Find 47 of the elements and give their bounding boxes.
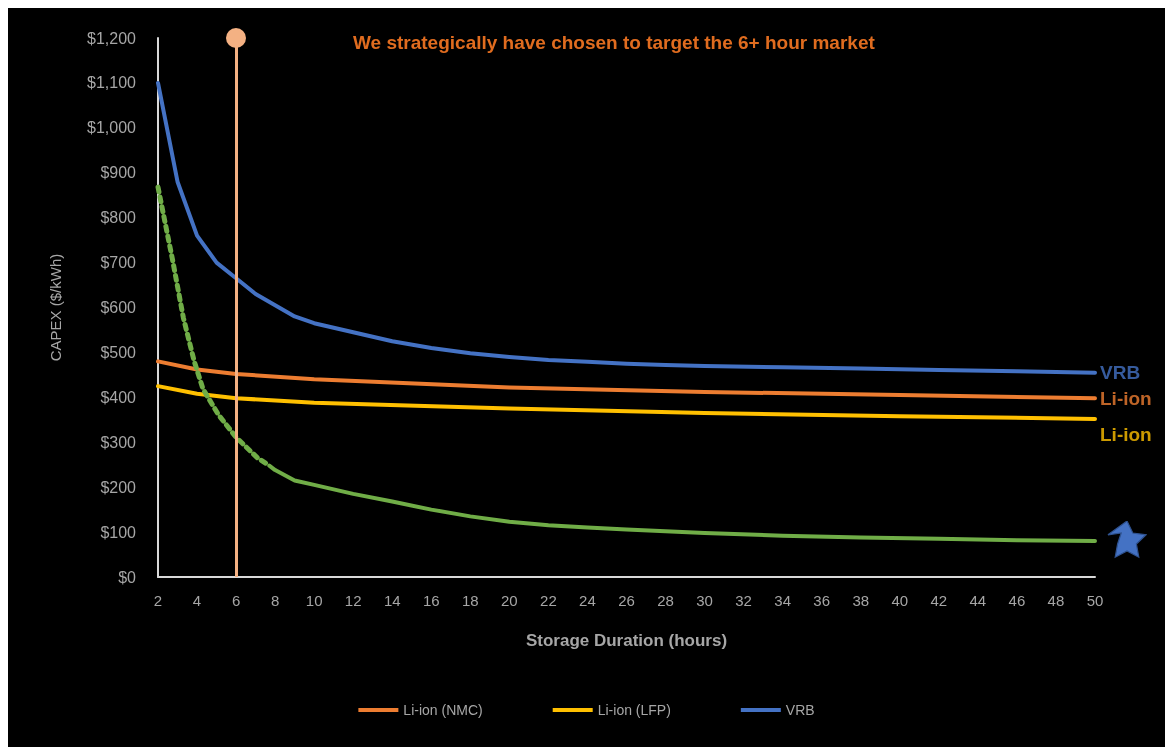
- x-tick-label: 10: [305, 592, 323, 609]
- y-tick-label: $100: [100, 523, 137, 541]
- y-tick-label: $500: [100, 343, 137, 361]
- x-tick-label: 14: [383, 592, 401, 609]
- x-tick-label: 26: [618, 592, 635, 609]
- x-tick-label: 36: [813, 592, 831, 609]
- y-tick-label: $1,100: [87, 74, 137, 92]
- y-tick-label: $300: [100, 433, 137, 451]
- x-tick-label: 2: [153, 592, 163, 609]
- y-tick-label: $700: [100, 254, 137, 272]
- x-tick-label: 40: [891, 592, 909, 609]
- y-tick-label: $0: [118, 568, 137, 586]
- y-tick-label: $800: [100, 209, 137, 227]
- y-tick-label: $1,200: [87, 29, 137, 47]
- x-tick-label: 42: [930, 592, 948, 609]
- text: Li-ion: [1100, 387, 1152, 409]
- x-tick-label: 24: [579, 592, 596, 609]
- x-tick-label: 50: [1086, 592, 1104, 609]
- y-tick-label: $900: [100, 164, 137, 182]
- x-tick-label: 46: [1008, 592, 1026, 609]
- x-tick-label: 34: [774, 592, 792, 609]
- x-tick-label: 16: [422, 592, 440, 609]
- y-tick-label: $200: [100, 478, 137, 496]
- x-tick-label: 48: [1047, 592, 1065, 609]
- legend-label: Li-ion (LFP): [597, 702, 671, 718]
- x-tick-label: 4: [192, 592, 202, 609]
- x-tick-label: 18: [461, 592, 479, 609]
- chart-title: We strategically have chosen to target the 6+ hour market: [353, 32, 876, 53]
- y-tick-label: $600: [100, 299, 137, 316]
- x-tick-label: 30: [696, 592, 713, 609]
- x-tick-label: 32: [735, 592, 752, 609]
- x-axis-title: Storage Duration (hours): [525, 631, 728, 650]
- y-tick-label: $1,000: [87, 119, 137, 137]
- x-tick-label: 38: [852, 592, 870, 609]
- legend-label: VRB: [785, 702, 815, 718]
- x-tick-label: 22: [540, 592, 557, 609]
- x-tick-label: 20: [501, 592, 518, 609]
- x-tick-label: 6: [231, 592, 241, 609]
- text: VRB: [1100, 362, 1141, 384]
- x-tick-label: 8: [270, 592, 280, 609]
- text: Li-ion: [1100, 424, 1152, 446]
- y-tick-label: $400: [100, 388, 137, 406]
- legend-label: Li-ion (NMC): [403, 702, 483, 718]
- x-tick-label: 44: [969, 592, 987, 609]
- y-axis-title: CAPEX ($/kWh): [47, 253, 64, 362]
- x-tick-label: 12: [344, 592, 362, 609]
- x-tick-label: 28: [657, 592, 674, 609]
